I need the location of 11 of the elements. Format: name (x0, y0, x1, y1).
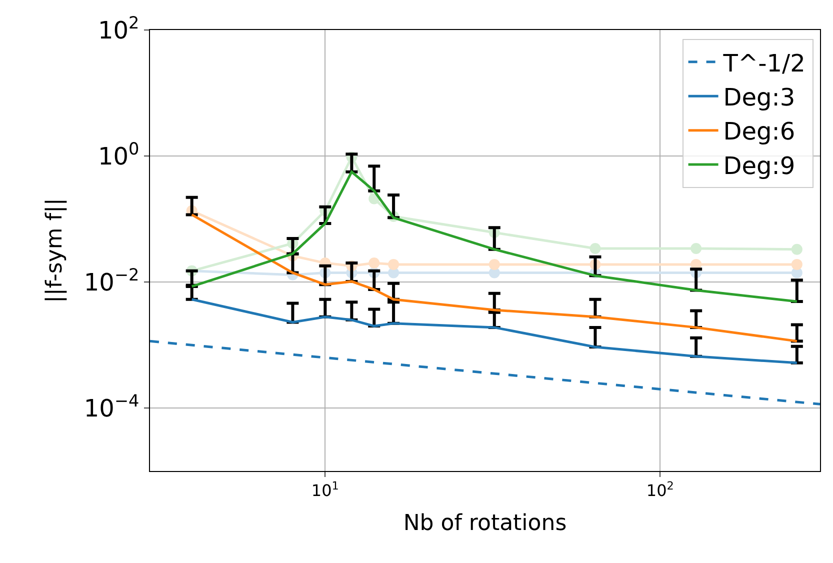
legend-label: Deg:6 (723, 118, 796, 146)
legend-label: Deg:9 (723, 152, 796, 180)
y-tick-label: 10$^{−2}$ (84, 264, 140, 296)
x-axis-title: Nb of rotations (403, 511, 567, 536)
legend-label: Deg:3 (723, 83, 796, 112)
y-axis-title: ||f-sym f|| (42, 198, 68, 303)
y-tick-label: 10$^{0}$ (98, 138, 140, 170)
y-tick-label: 10$^{−4}$ (84, 390, 140, 422)
y-tick-label: 10$^{2}$ (98, 12, 140, 44)
legend-label: T^-1/2 (722, 49, 806, 78)
x-tick-label: 10$^{1}$ (311, 479, 339, 500)
